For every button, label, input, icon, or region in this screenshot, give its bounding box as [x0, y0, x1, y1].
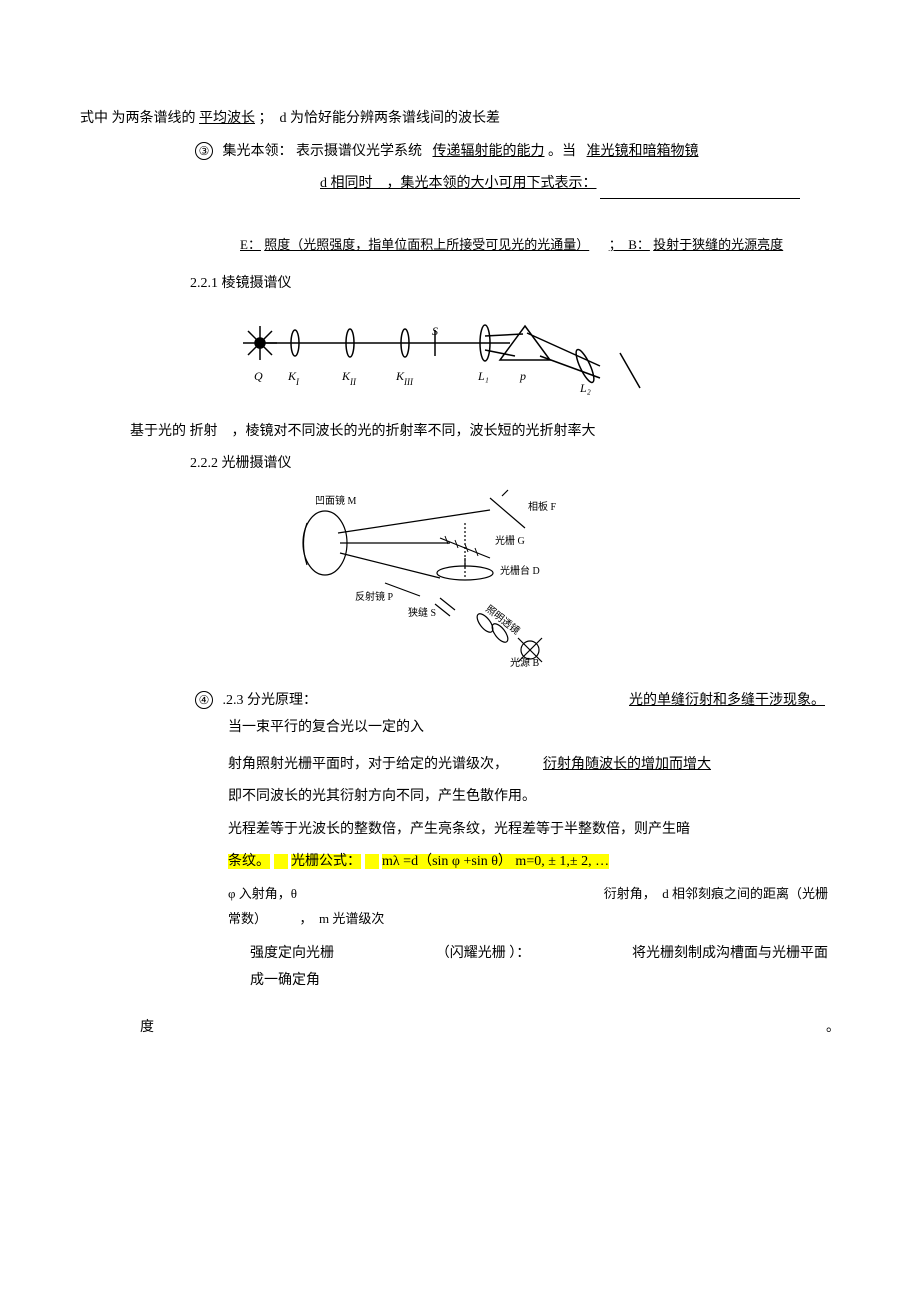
text: 式中 为两条谱线的	[80, 111, 196, 126]
prism-spectrograph-figure: Q KI KII KIII S L₁ p L₂	[240, 308, 840, 409]
text: 常数） ， m 光谱级次	[228, 911, 384, 926]
b-text: 投射于狭缝的光源亮度	[653, 237, 783, 252]
e-text: 照度（光照强度，指单位面积上所接受可见光的光通量）	[264, 237, 589, 252]
hl-spacer2	[365, 854, 379, 869]
circled-4: ④	[195, 691, 213, 709]
text	[426, 144, 430, 159]
final-left: 度	[140, 1015, 154, 1042]
symbol-def-1: φ 入射角，θ 衍射角， d 相邻刻痕之间的距离（光栅	[228, 882, 828, 907]
svg-text:KI: KI	[287, 369, 300, 387]
text: （闪耀光栅 ）：	[436, 941, 531, 968]
section-222: 2.2.2 光栅摄谱仪	[190, 451, 840, 478]
svg-text:凹面镜 M: 凹面镜 M	[315, 494, 356, 507]
text: 射角照射光栅平面时，对于给定的光谱级次，	[228, 757, 508, 772]
item-4-line2: 当一束平行的复合光以一定的入	[228, 715, 840, 742]
text: 成一确定角	[250, 973, 320, 988]
hl-formula: mλ =d（sin φ +sin θ） m=0, ± 1,± 2, …	[382, 854, 609, 869]
final-line: 度 。	[140, 1015, 840, 1042]
section-221: 2.2.1 棱镜摄谱仪	[190, 271, 840, 298]
svg-text:KIII: KIII	[395, 369, 414, 387]
svg-text:S: S	[432, 324, 438, 338]
svg-text:相板 F: 相板 F	[528, 500, 557, 513]
para-path-diff: 光程差等于光波长的整数倍，产生亮条纹，光程差等于半整数倍，则产生暗	[228, 817, 840, 844]
angle-underline: 衍射角随波长的增加而增大	[543, 757, 711, 772]
grating-spectrograph-figure: 凹面镜 M 相板 F 光栅 G 光栅台 D 反射镜 P 狭缝 S 照明透镜 光源…	[290, 488, 840, 679]
svg-text:光栅 G: 光栅 G	[495, 534, 525, 547]
b-label	[592, 237, 605, 252]
svg-text:反射镜 P: 反射镜 P	[355, 590, 393, 603]
diffraction-underline: 光的单缝衍射和多缝干涉现象。	[629, 688, 825, 715]
blazed-row: 强度定向光栅 （闪耀光栅 ）： 将光栅刻制成沟槽面与光栅平面	[250, 941, 828, 968]
svg-text:KII: KII	[341, 369, 357, 387]
text: 强度定向光栅	[250, 941, 334, 968]
circled-3: ③	[195, 142, 213, 160]
d-equal-underline: d 相同时 ，集光本领的大小可用下式表示：	[320, 176, 597, 191]
svg-text:狭缝 S: 狭缝 S	[408, 606, 436, 619]
hl-spacer	[274, 854, 288, 869]
illuminance-def: E： 照度（光照强度，指单位面积上所接受可见光的光通量） ； B： 投射于狭缝的…	[240, 233, 840, 258]
avg-wavelength-line: 式中 为两条谱线的 平均波长 ； d 为恰好能分辨两条谱线间的波长差	[80, 106, 840, 133]
para-angle-increase: 射角照射光栅平面时，对于给定的光谱级次， 衍射角随波长的增加而增大	[228, 752, 840, 779]
svg-text:光栅台 D: 光栅台 D	[500, 564, 540, 577]
def-left: φ 入射角，θ	[228, 882, 297, 907]
section-222-title: 2.2.2 光栅摄谱仪	[190, 456, 292, 471]
svg-text:L₁: L₁	[477, 369, 489, 383]
para-dispersion: 即不同波长的光其衍射方向不同，产生色散作用。	[228, 784, 840, 811]
avg-wavelength-underline: 平均波长	[199, 111, 255, 126]
hl-text-2: 光栅公式：	[291, 854, 361, 869]
item-3: ③ 集光本领： 表示摄谱仪光学系统 传递辐射能的能力 。当 准光镜和暗箱物镜	[195, 139, 840, 166]
hl-text-1: 条纹。	[228, 854, 270, 869]
e-label: E：	[240, 237, 261, 252]
text: 表示摄谱仪光学系统	[296, 144, 422, 159]
item-3-line2: d 相同时 ，集光本领的大小可用下式表示：	[320, 171, 840, 199]
svg-text:光源 B: 光源 B	[510, 656, 540, 668]
text: 当一束平行的复合光以一定的入	[228, 720, 424, 735]
text: 集光本领：	[223, 144, 293, 159]
blazed-row-2: 成一确定角	[250, 968, 840, 995]
svg-text:Q: Q	[254, 369, 263, 383]
grating-formula-line: 条纹。 光栅公式： mλ =d（sin φ +sin θ） m=0, ± 1,±…	[228, 849, 840, 876]
prism-note: 基于光的 折射 ，棱镜对不同波长的光的折射率不同，波长短的光折射率大	[130, 419, 840, 446]
item-4-left: ④ .2.3 分光原理：	[195, 688, 317, 715]
transfer-ability-underline: 传递辐射能的能力	[433, 144, 545, 159]
svg-text:p: p	[519, 369, 526, 383]
final-right: 。	[826, 1015, 840, 1042]
text	[580, 144, 584, 159]
prism-note-text: 基于光的 折射 ，棱镜对不同波长的光的折射率不同，波长短的光折射率大	[130, 424, 596, 439]
b-label-u: ； B：	[609, 237, 650, 252]
item-4-row: ④ .2.3 分光原理： 光的单缝衍射和多缝干涉现象。	[195, 688, 825, 715]
section-221-title: 2.2.1 棱镜摄谱仪	[190, 276, 292, 291]
svg-text:L₂: L₂	[579, 381, 591, 395]
collimator-underline: 准光镜和暗箱物镜	[587, 144, 699, 159]
text: 。当	[548, 144, 576, 159]
text: .2.3 分光原理：	[223, 693, 318, 708]
symbol-def-2: 常数） ， m 光谱级次	[228, 907, 840, 932]
text: 光程差等于光波长的整数倍，产生亮条纹，光程差等于半整数倍，则产生暗	[228, 822, 690, 837]
formula-blank	[600, 171, 800, 199]
text: ； d 为恰好能分辨两条谱线间的波长差	[259, 111, 501, 126]
text: 即不同波长的光其衍射方向不同，产生色散作用。	[228, 789, 536, 804]
def-right: 衍射角， d 相邻刻痕之间的距离（光栅	[604, 882, 828, 907]
text: 将光栅刻制成沟槽面与光栅平面	[632, 941, 828, 968]
